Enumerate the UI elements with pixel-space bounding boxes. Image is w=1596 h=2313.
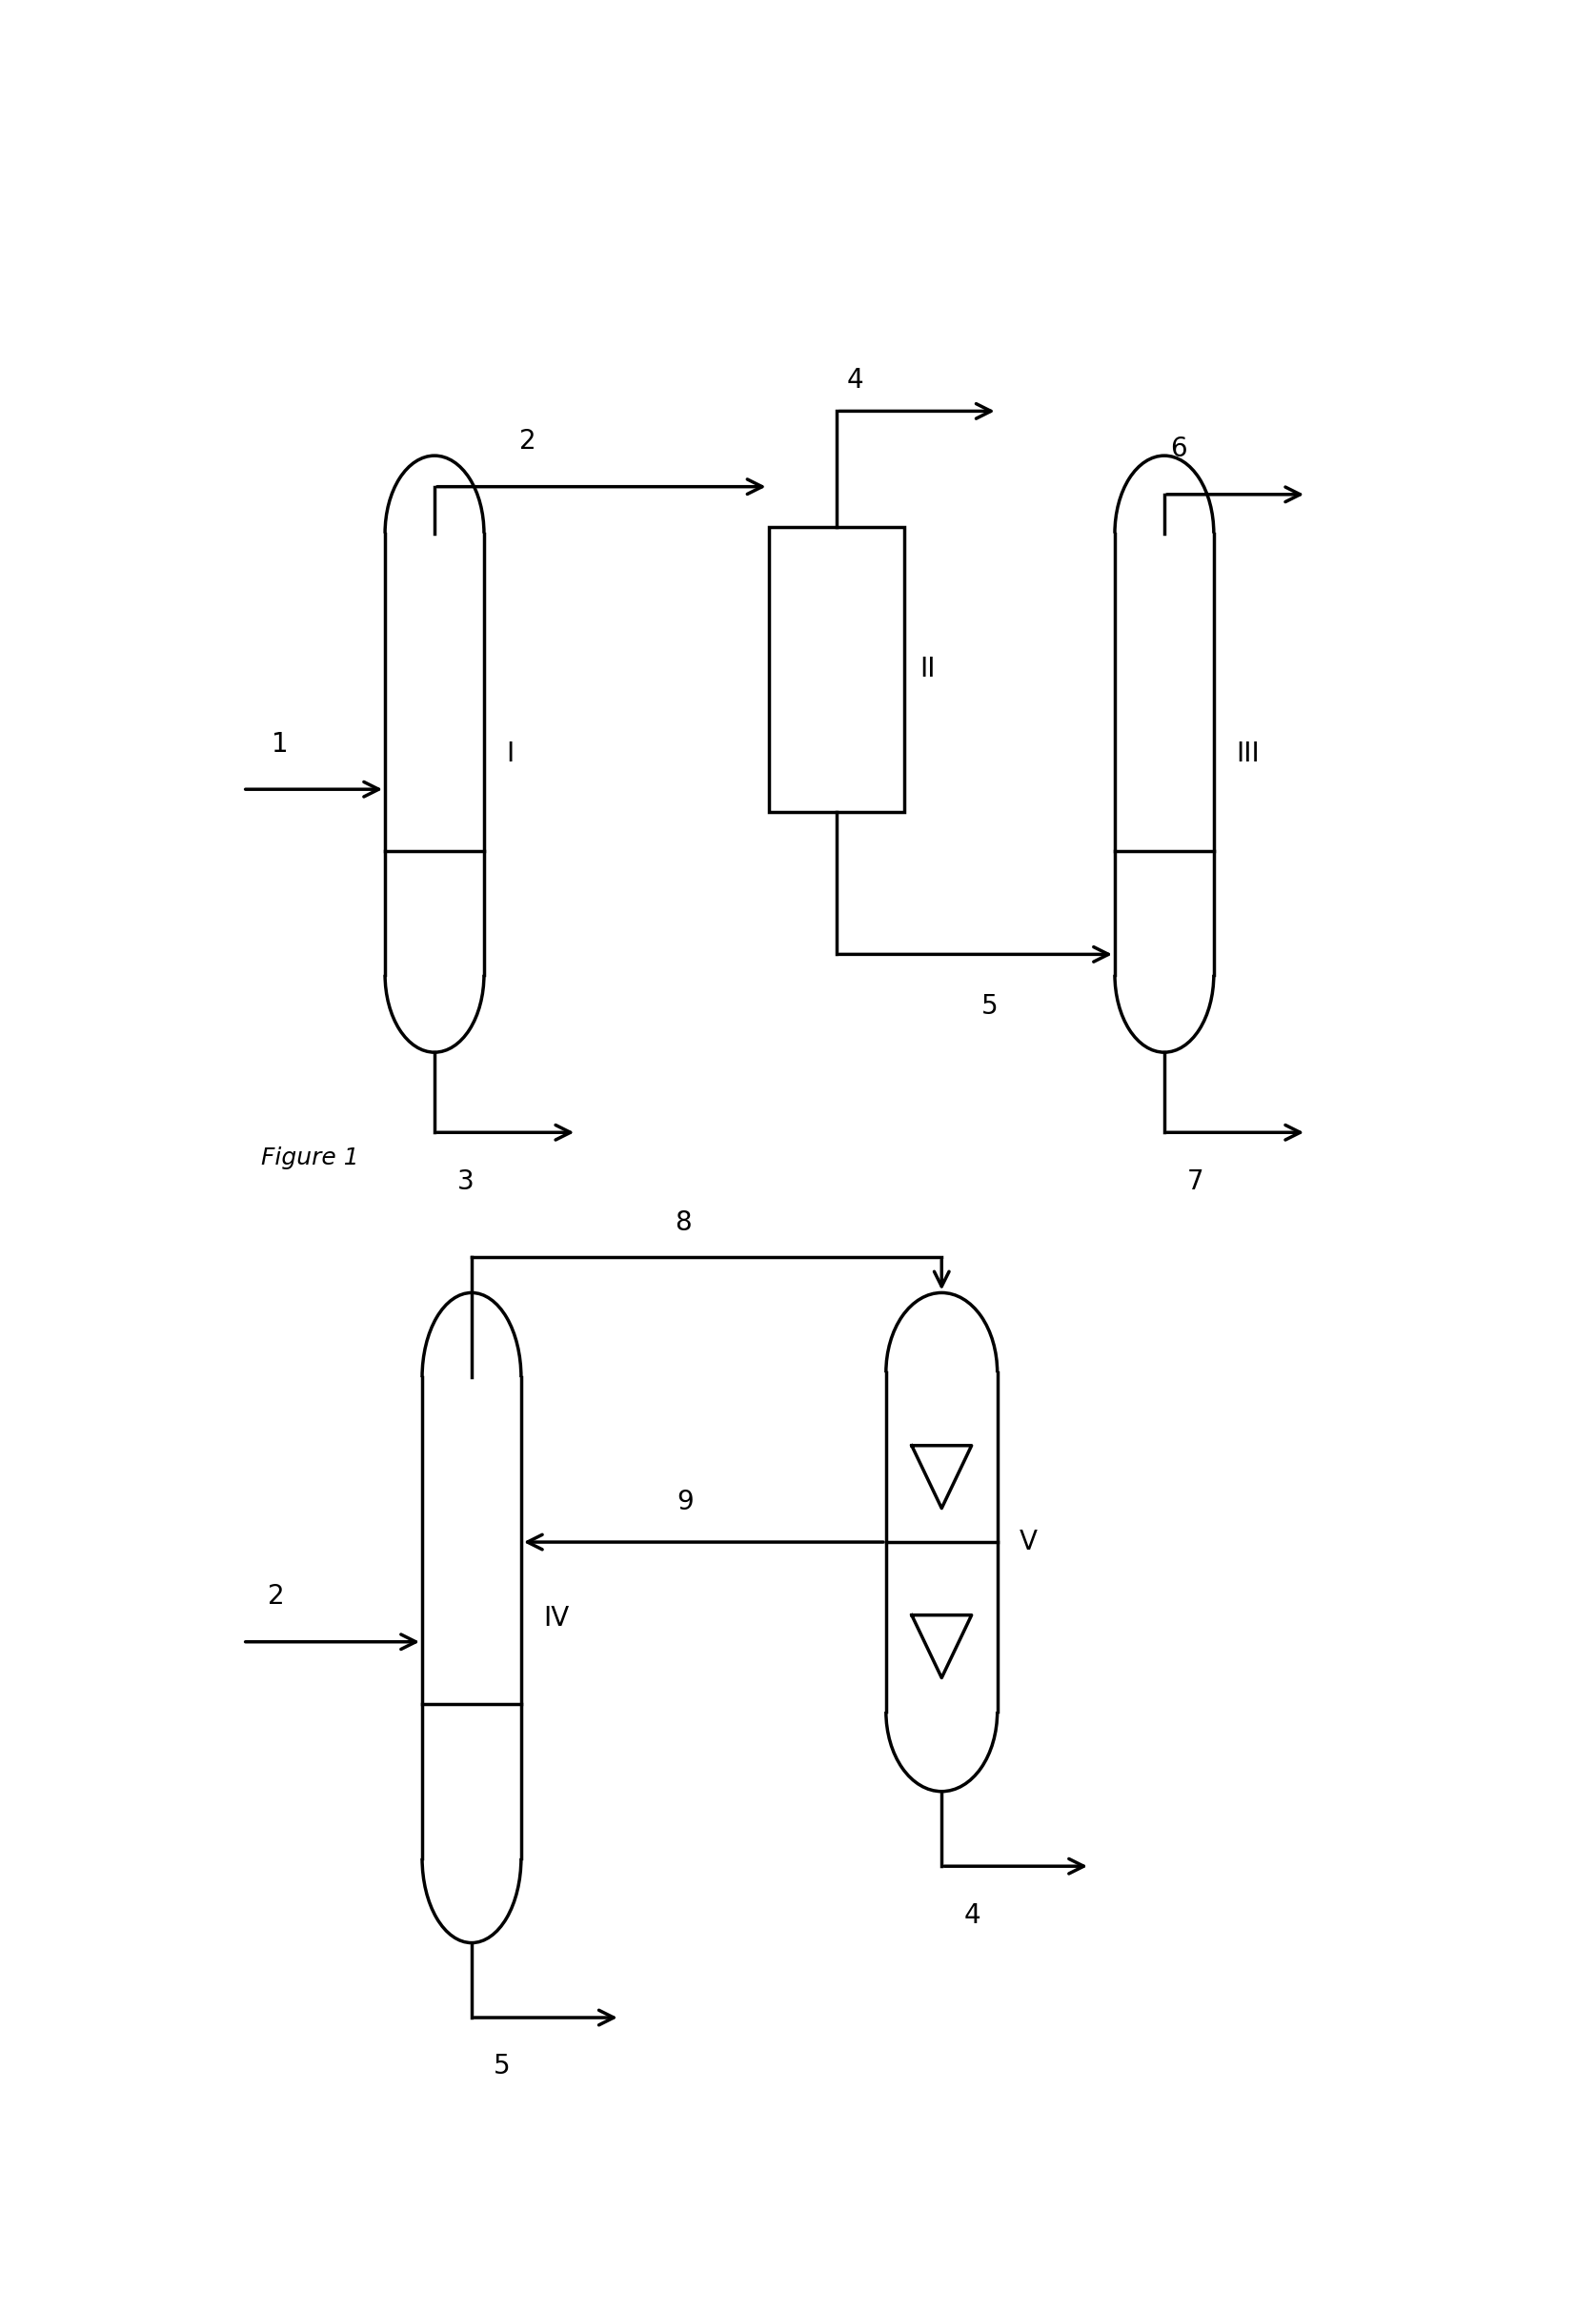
Text: 4: 4 [846,368,863,393]
Text: 7: 7 [1186,1168,1203,1196]
Text: 1: 1 [271,731,289,756]
Text: V: V [1020,1529,1037,1554]
Text: II: II [919,657,935,682]
Text: Figure 1: Figure 1 [262,1147,359,1170]
Text: 5: 5 [982,995,998,1020]
Text: 2: 2 [520,428,536,456]
Bar [769,527,905,812]
Text: 3: 3 [456,1168,474,1196]
Text: I: I [506,740,514,768]
Text: IV: IV [543,1605,570,1631]
Text: 2: 2 [268,1582,284,1610]
Text: 9: 9 [677,1490,694,1515]
Text: 6: 6 [1170,435,1187,463]
Text: 8: 8 [675,1210,691,1235]
Text: III: III [1235,740,1259,768]
Text: 4: 4 [964,1901,980,1929]
Text: 5: 5 [493,2054,511,2079]
